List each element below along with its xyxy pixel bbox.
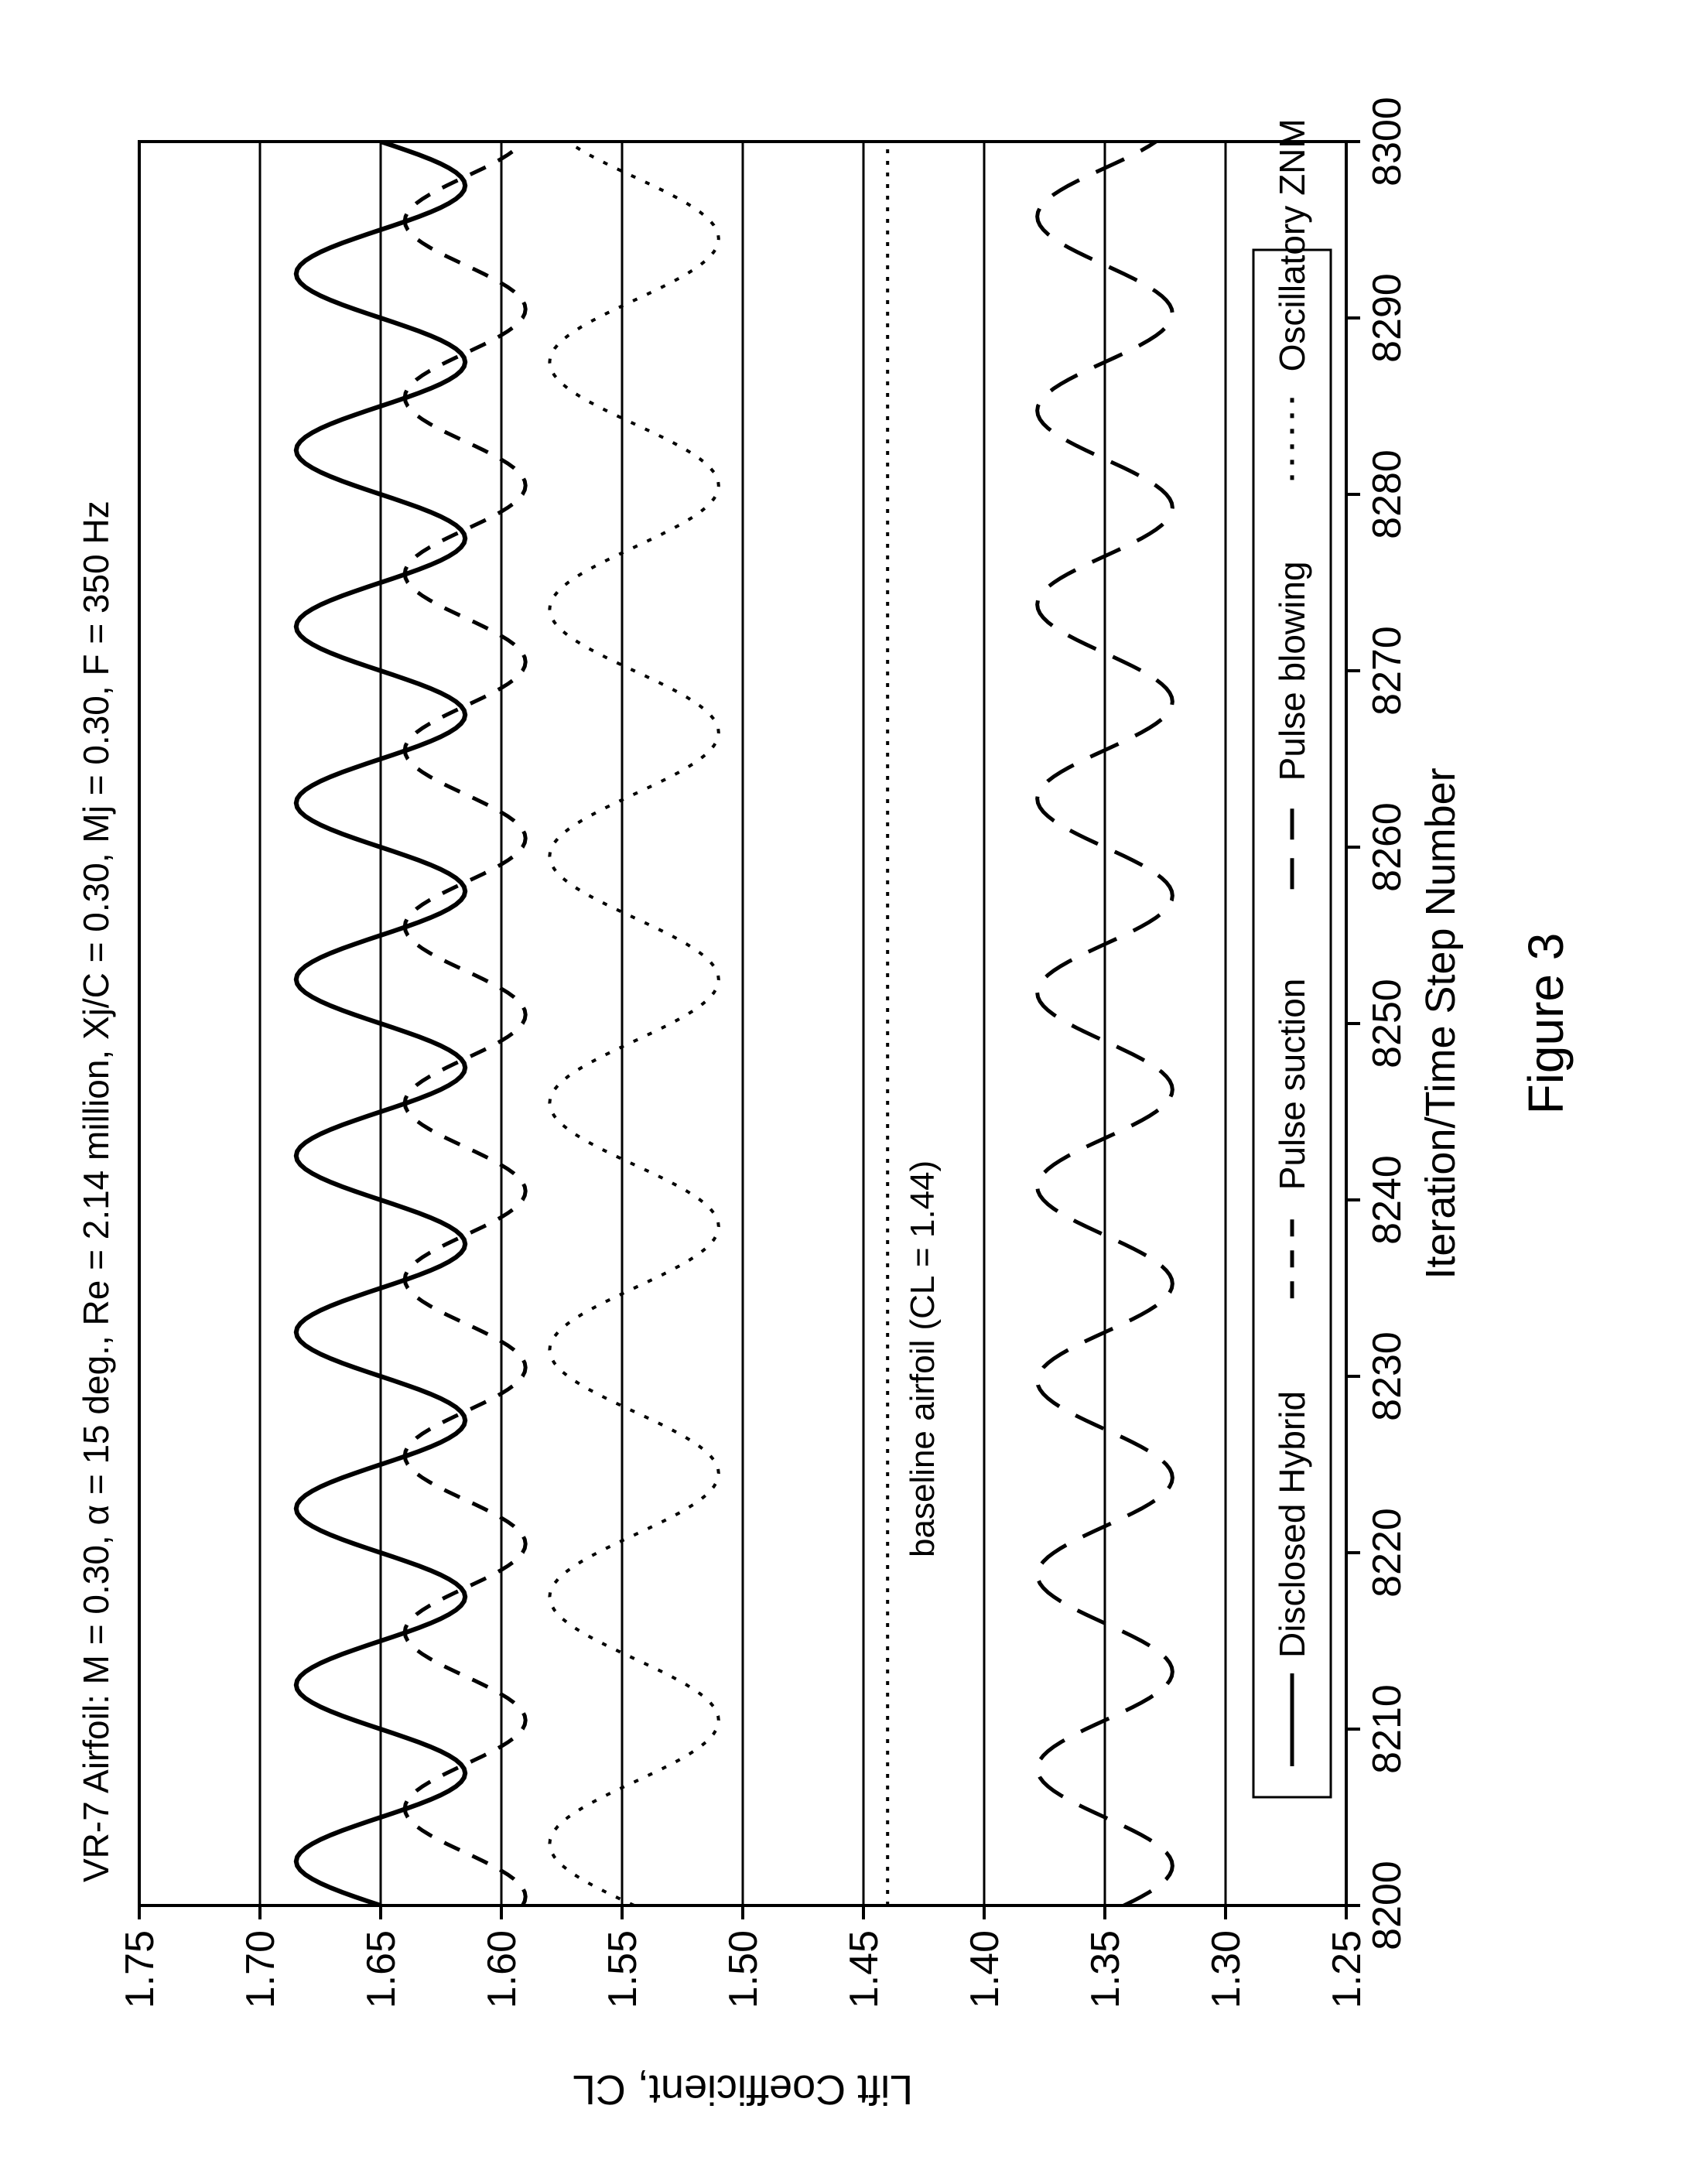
chart-title: VR-7 Airfoil: M = 0.30, α = 15 deg., Re …: [76, 501, 116, 1882]
legend-label-suction: Pulse suction: [1272, 979, 1312, 1191]
xtick-label: 8210: [1365, 1684, 1410, 1774]
legend-label-znm: Oscillatory ZNM: [1272, 118, 1312, 371]
ytick-label: 1.60: [480, 1930, 525, 2008]
xtick-label: 8290: [1365, 273, 1410, 363]
xtick-label: 8250: [1365, 979, 1410, 1068]
ytick-label: 1.75: [118, 1930, 162, 2008]
xtick-label: 8220: [1365, 1508, 1410, 1598]
legend-label-hybrid: Disclosed Hybrid: [1272, 1391, 1312, 1658]
xtick-label: 8200: [1365, 1861, 1410, 1950]
x-axis-label: Iteration/Time Step Number: [1417, 767, 1464, 1279]
lift-coefficient-chart: 1.25 1.30 1.35 1.40 1.45 1.50 1.55 1.60 1.65 1.70…: [0, 0, 1689, 2184]
ytick-label: 1.35: [1083, 1930, 1128, 2008]
xtick-label: 8230: [1365, 1331, 1410, 1421]
ytick-label: 1.30: [1204, 1930, 1249, 2008]
xtick-label: 8280: [1365, 449, 1410, 539]
baseline-label: baseline airfoil (CL = 1.44): [904, 1160, 942, 1557]
xtick-label: 8260: [1365, 802, 1410, 892]
ytick-label: 1.70: [238, 1930, 283, 2008]
legend-label-blowing: Pulse blowing: [1272, 561, 1312, 781]
ytick-label: 1.45: [842, 1930, 887, 2008]
figure-caption: Figure 3: [1518, 933, 1574, 1115]
ytick-label: 1.50: [721, 1930, 766, 2008]
xtick-label: 8240: [1365, 1155, 1410, 1245]
ytick-label: 1.40: [962, 1930, 1007, 2008]
ytick-label: 1.55: [600, 1930, 645, 2008]
xtick-label: 8270: [1365, 626, 1410, 716]
xtick-label: 8300: [1365, 97, 1410, 186]
ytick-label: 1.65: [359, 1930, 404, 2008]
y-axis-label: Lift Coefficient, CL: [573, 2066, 913, 2113]
ytick-label: 1.25: [1325, 1930, 1369, 2008]
